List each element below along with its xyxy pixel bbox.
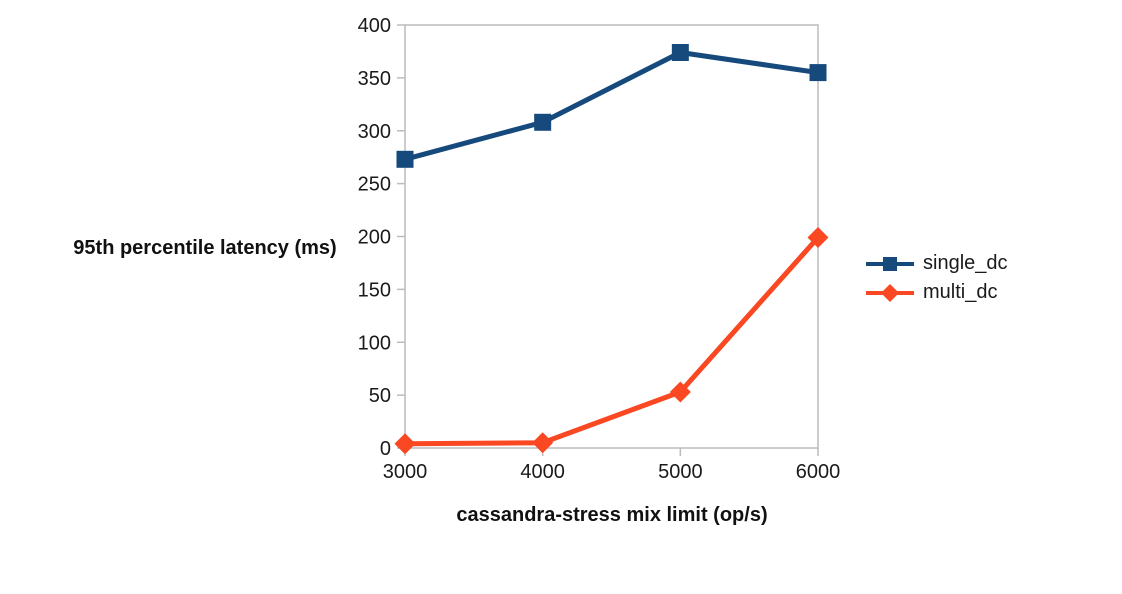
data-point-single_dc bbox=[534, 113, 552, 131]
series-line-single_dc bbox=[404, 49, 819, 162]
x-tick-label: 3000 bbox=[383, 461, 428, 483]
data-point-single_dc bbox=[809, 64, 827, 82]
data-point-single_dc bbox=[396, 150, 414, 168]
y-tick-label: 250 bbox=[358, 174, 391, 196]
legend-item-multi-dc: multi_dc bbox=[866, 278, 1008, 307]
legend-label-single-dc: single_dc bbox=[923, 252, 1008, 274]
data-point-multi_dc bbox=[394, 433, 416, 455]
y-tick-label: 350 bbox=[358, 68, 391, 90]
legend-marker-single_dc bbox=[883, 256, 897, 271]
single-dc-line-square-marker-icon bbox=[866, 256, 914, 271]
y-tick-label: 200 bbox=[358, 227, 391, 249]
y-tick-label: 300 bbox=[358, 121, 391, 143]
data-point-multi_dc bbox=[669, 381, 691, 403]
y-tick-label: 400 bbox=[358, 15, 391, 37]
data-point-multi_dc bbox=[807, 227, 829, 249]
y-tick-label: 0 bbox=[380, 438, 391, 460]
legend-label-multi-dc: multi_dc bbox=[923, 281, 998, 303]
legend: single_dc multi_dc bbox=[866, 249, 1008, 307]
legend-item-single-dc: single_dc bbox=[866, 249, 1008, 278]
legend-marker-multi_dc bbox=[881, 283, 899, 302]
y-tick-label: 100 bbox=[358, 332, 391, 354]
y-tick-label: 50 bbox=[369, 385, 391, 407]
x-tick-label: 5000 bbox=[658, 461, 703, 483]
series-line-multi_dc bbox=[404, 235, 820, 447]
series-multi_dc bbox=[394, 227, 829, 455]
multi-dc-line-diamond-marker-icon bbox=[866, 283, 914, 302]
x-tick-label: 6000 bbox=[796, 461, 841, 483]
series-single_dc bbox=[396, 43, 827, 168]
x-tick-label: 4000 bbox=[520, 461, 565, 483]
y-axis-title: 95th percentile latency (ms) bbox=[73, 237, 337, 259]
data-point-multi_dc bbox=[532, 432, 554, 454]
y-tick-label: 150 bbox=[358, 279, 391, 301]
data-point-single_dc bbox=[671, 43, 689, 61]
x-axis-title: cassandra-stress mix limit (op/s) bbox=[456, 504, 768, 526]
